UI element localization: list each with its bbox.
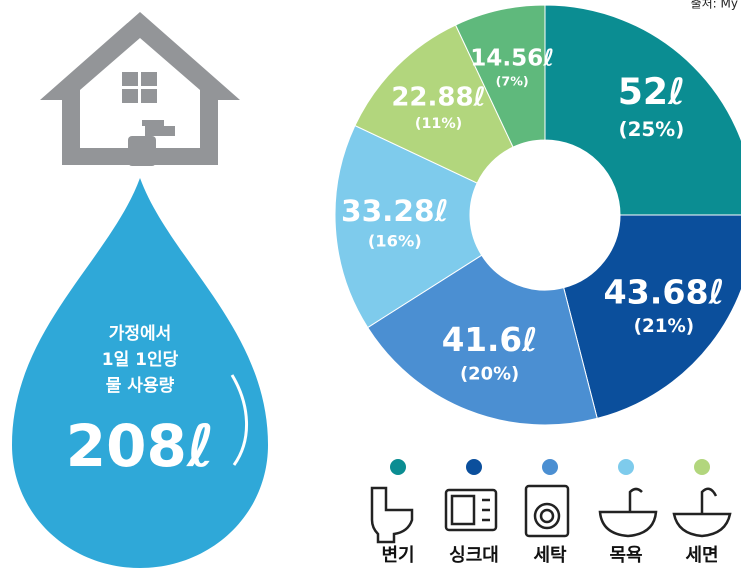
drop-text: 물 사용량 — [106, 376, 175, 396]
source: 출처: My — [691, 0, 738, 11]
slice-percent-label: (21%) — [634, 316, 695, 337]
slice-value-label: 14.56ℓ — [470, 45, 554, 71]
slice-percent-label: (16%) — [368, 232, 422, 251]
slice-value-label: 22.88ℓ — [391, 83, 486, 113]
legend-icons — [370, 484, 732, 544]
slice — [544, 4, 741, 216]
house-icon — [40, 12, 240, 166]
drop-text: 가정에서 — [109, 324, 172, 344]
legend-label: 변기 — [381, 545, 414, 566]
slice — [563, 214, 741, 420]
water-drop — [12, 178, 268, 568]
slice — [367, 254, 598, 426]
legend-marker — [694, 459, 710, 475]
legend-marker — [618, 459, 634, 475]
slice-percent-label: (11%) — [415, 116, 462, 132]
legend-marker — [390, 459, 406, 475]
legend-label: 세면 — [685, 545, 718, 566]
slice-value-label: 43.68ℓ — [603, 272, 724, 311]
slice-percent-label: (25%) — [618, 118, 684, 141]
drop-total: 208ℓ — [66, 412, 214, 480]
drop-highlight — [230, 374, 249, 466]
slice-value-label: 52ℓ — [618, 70, 685, 113]
slice — [334, 124, 483, 329]
legend-marker — [466, 459, 482, 475]
legend-label: 싱크대 — [449, 545, 499, 566]
slice-value-label: 41.6ℓ — [442, 321, 538, 359]
drop-text: 1일 1인당 — [102, 350, 179, 370]
slice-value-label: 33.28ℓ — [341, 193, 449, 228]
slice — [354, 24, 514, 184]
legend-label: 세탁 — [533, 545, 567, 566]
slice-percent-label: (7%) — [496, 73, 529, 88]
legend-marker — [542, 459, 558, 475]
legend-label: 목욕 — [609, 545, 642, 566]
slice-percent-label: (20%) — [460, 363, 519, 384]
slice — [454, 4, 546, 148]
